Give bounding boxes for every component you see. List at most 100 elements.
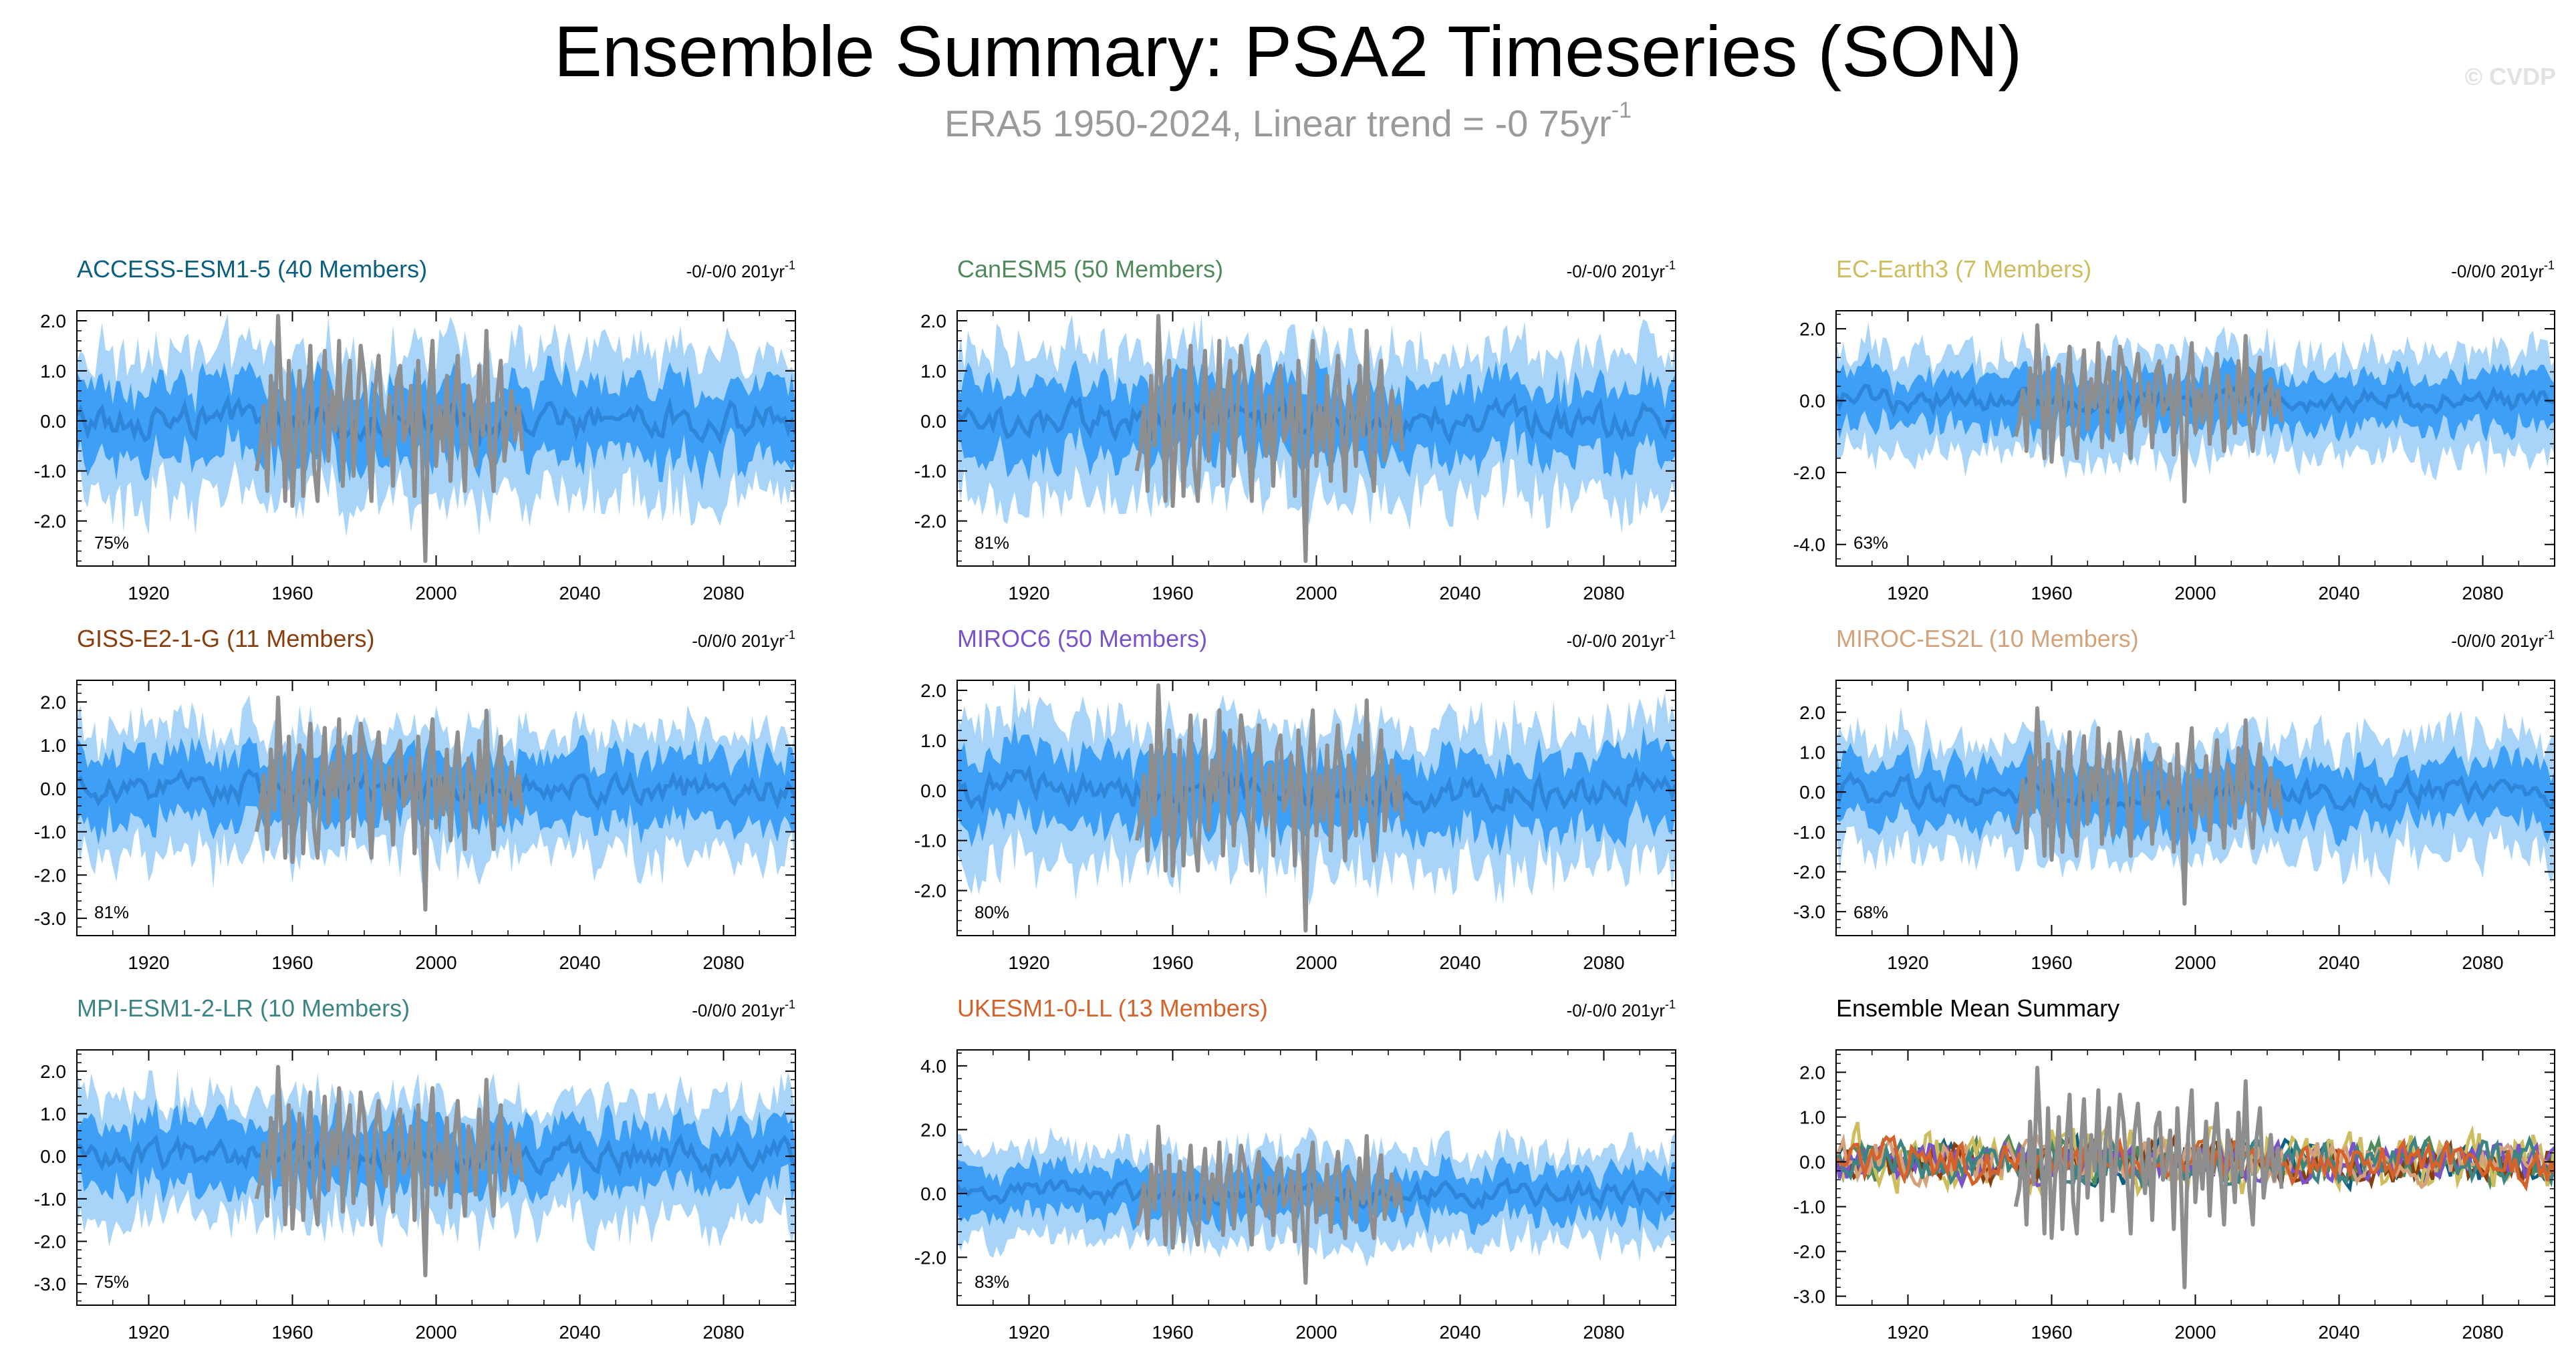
y-tick-label: -3.0 bbox=[1793, 1286, 1825, 1307]
trend-label: -0/-0/0 201yr-1 bbox=[686, 259, 795, 281]
x-tick-label: 1960 bbox=[1152, 952, 1193, 973]
x-tick-label: 2000 bbox=[1295, 1322, 1337, 1343]
observation-line bbox=[2013, 1065, 2284, 1290]
x-tick-label: 2080 bbox=[702, 952, 744, 973]
chart-panel: GISS-E2-1-G (11 Members) -0/0/0 201yr-1 2.… bbox=[34, 625, 796, 973]
y-tick-label: -2.0 bbox=[34, 1232, 66, 1252]
plot-area bbox=[1836, 1065, 2555, 1290]
trend-exponent: -1 bbox=[785, 998, 795, 1011]
y-tick-label: -2.0 bbox=[914, 511, 946, 532]
watermark: © CVDP bbox=[2464, 63, 2556, 90]
observation-line bbox=[1134, 1124, 1405, 1285]
percent-label: 80% bbox=[975, 902, 1009, 922]
y-tick-label: -1.0 bbox=[34, 461, 66, 482]
x-tick-label: 2000 bbox=[415, 952, 457, 973]
y-tick-label: -1.0 bbox=[914, 461, 946, 482]
panel-title: EC-Earth3 (7 Members) bbox=[1836, 255, 2091, 283]
y-tick-label: -2.0 bbox=[1793, 1242, 1825, 1262]
y-tick-label: -1.0 bbox=[34, 822, 66, 843]
chart-panel: UKESM1-0-LL (13 Members) -0/-0/0 201yr-1 4… bbox=[914, 994, 1676, 1343]
y-tick-label: 2.0 bbox=[920, 1119, 946, 1140]
y-tick-label: 1.0 bbox=[920, 730, 946, 751]
chart-panel: CanESM5 (50 Members) -0/-0/0 201yr-1 2.0 1.… bbox=[914, 255, 1676, 603]
x-tick-label: 1960 bbox=[271, 1322, 313, 1343]
x-tick-label: 1920 bbox=[128, 952, 169, 973]
plot-area bbox=[957, 683, 1676, 933]
panel-title: ACCESS-ESM1-5 (40 Members) bbox=[77, 255, 427, 283]
plot-area bbox=[77, 695, 795, 912]
y-tick-label: 0.0 bbox=[40, 1146, 66, 1167]
trend-label: -0/-0/0 201yr-1 bbox=[1567, 998, 1676, 1020]
x-tick-label: 2000 bbox=[2174, 583, 2216, 603]
percent-label: 81% bbox=[94, 902, 129, 922]
plot-area bbox=[957, 1124, 1676, 1285]
observation-line bbox=[1134, 683, 1405, 933]
trend-exponent: -1 bbox=[2544, 259, 2555, 272]
trend-exponent: -1 bbox=[785, 259, 795, 272]
panel-title: CanESM5 (50 Members) bbox=[957, 255, 1223, 283]
x-tick-label: 2080 bbox=[2462, 952, 2503, 973]
panel-title: MPI-ESM1-2-LR (10 Members) bbox=[77, 994, 410, 1022]
y-tick-label: 4.0 bbox=[920, 1056, 946, 1077]
y-tick-label: 2.0 bbox=[1799, 702, 1825, 723]
y-tick-label: -1.0 bbox=[1793, 1197, 1825, 1218]
y-tick-label: 0.0 bbox=[1799, 782, 1825, 803]
y-tick-label: 1.0 bbox=[40, 1104, 66, 1125]
x-tick-label: 1960 bbox=[271, 583, 313, 603]
x-tick-label: 2040 bbox=[2318, 1322, 2359, 1343]
x-tick-label: 1920 bbox=[128, 583, 169, 603]
y-tick-label: -3.0 bbox=[34, 1274, 66, 1294]
x-tick-label: 2040 bbox=[559, 1322, 600, 1343]
y-tick-label: -1.0 bbox=[1793, 822, 1825, 843]
y-tick-label: -2.0 bbox=[914, 881, 946, 902]
y-tick-label: 2.0 bbox=[920, 680, 946, 701]
percent-label: 75% bbox=[94, 1272, 129, 1292]
plot-area bbox=[77, 313, 795, 563]
y-tick-label: 0.0 bbox=[920, 781, 946, 801]
x-tick-label: 2000 bbox=[1295, 583, 1337, 603]
x-tick-label: 2040 bbox=[559, 952, 600, 973]
y-tick-label: -2.0 bbox=[1793, 462, 1825, 483]
x-tick-label: 2000 bbox=[2174, 952, 2216, 973]
x-tick-label: 1960 bbox=[271, 952, 313, 973]
x-tick-label: 2080 bbox=[2462, 1322, 2503, 1343]
x-tick-label: 2000 bbox=[1295, 952, 1337, 973]
y-tick-label: 2.0 bbox=[920, 311, 946, 331]
y-tick-label: 1.0 bbox=[1799, 742, 1825, 763]
y-tick-label: 1.0 bbox=[920, 361, 946, 382]
y-tick-label: -3.0 bbox=[1793, 902, 1825, 922]
plot-area bbox=[957, 313, 1676, 563]
y-tick-label: 2.0 bbox=[40, 1061, 66, 1082]
trend-label: -0/-0/0 201yr-1 bbox=[1567, 259, 1676, 281]
percent-label: 75% bbox=[94, 533, 129, 553]
panel-title: Ensemble Mean Summary bbox=[1836, 994, 2119, 1022]
y-tick-label: -2.0 bbox=[914, 1247, 946, 1268]
trend-exponent: -1 bbox=[1665, 628, 1676, 642]
y-tick-label: 0.0 bbox=[920, 411, 946, 432]
panel-title: MIROC-ES2L (10 Members) bbox=[1836, 625, 2139, 652]
x-tick-label: 1920 bbox=[1008, 952, 1049, 973]
panel-title: GISS-E2-1-G (11 Members) bbox=[77, 625, 374, 652]
y-tick-label: -4.0 bbox=[1793, 535, 1825, 555]
percent-label: 83% bbox=[975, 1272, 1009, 1292]
percent-label: 63% bbox=[1853, 533, 1888, 553]
x-tick-label: 2040 bbox=[1439, 583, 1480, 603]
trend-exponent: -1 bbox=[2544, 628, 2555, 642]
chart-panel: MIROC6 (50 Members) -0/-0/0 201yr-1 2.0 1.0… bbox=[914, 625, 1676, 973]
y-tick-label: 2.0 bbox=[1799, 319, 1825, 339]
y-tick-label: 2.0 bbox=[1799, 1063, 1825, 1083]
y-tick-label: 0.0 bbox=[1799, 1152, 1825, 1173]
panel-title: MIROC6 (50 Members) bbox=[957, 625, 1207, 652]
plot-area bbox=[77, 1065, 795, 1278]
observation-line bbox=[254, 695, 525, 912]
chart-panel: Ensemble Mean Summary 2.0 1.0 0.0 -1.0 -2.0 -3… bbox=[1793, 994, 2555, 1343]
y-tick-label: 2.0 bbox=[40, 692, 66, 712]
percent-label: 81% bbox=[975, 533, 1009, 553]
x-tick-label: 1960 bbox=[2031, 583, 2072, 603]
x-tick-label: 1920 bbox=[128, 1322, 169, 1343]
x-tick-label: 1960 bbox=[2031, 952, 2072, 973]
x-tick-label: 1920 bbox=[1008, 1322, 1049, 1343]
x-tick-label: 1960 bbox=[1152, 583, 1193, 603]
observation-line bbox=[254, 313, 525, 563]
